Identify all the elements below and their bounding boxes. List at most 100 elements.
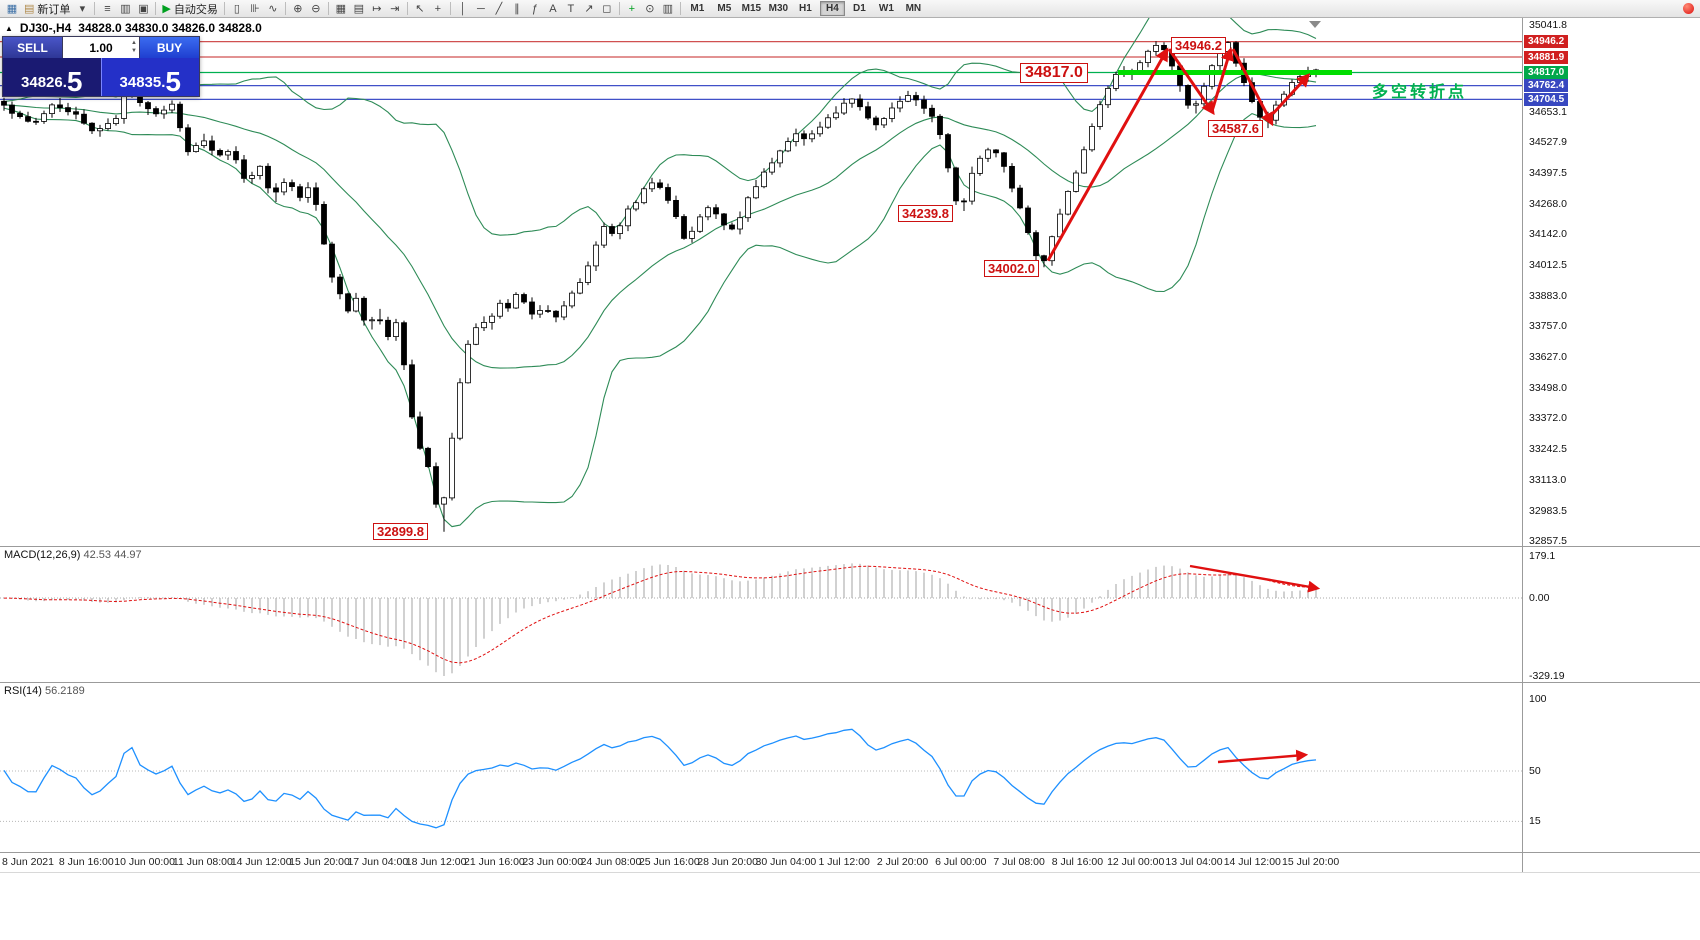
volume-input[interactable]: 1.00 ▲ ▼ xyxy=(62,37,140,58)
auto-scroll-icon[interactable]: ↦ xyxy=(368,1,386,17)
time-axis-label: 14 Jul 12:00 xyxy=(1223,856,1281,868)
cursor-icon[interactable]: ↖ xyxy=(411,1,429,17)
time-axis-label: 21 Jun 16:00 xyxy=(464,856,525,868)
chart-shift-icon[interactable]: ⇥ xyxy=(386,1,404,17)
market-watch-icon[interactable]: ≡ xyxy=(98,1,116,17)
panel-separator[interactable] xyxy=(0,852,1700,853)
text-tool-icon[interactable]: A xyxy=(544,1,562,17)
macd-panel-canvas[interactable] xyxy=(0,546,1522,682)
buy-button[interactable]: BUY xyxy=(140,37,199,58)
price-tag: 34881.9 xyxy=(1524,50,1569,64)
label-tool-icon[interactable]: T xyxy=(562,1,580,17)
toolbar-separator xyxy=(618,2,620,15)
one-click-trading-panel: SELL 1.00 ▲ ▼ BUY 34826. 5 34835. 5 xyxy=(2,36,200,97)
timeframe-M15[interactable]: M15 xyxy=(741,3,762,14)
price-axis-label: 34012.5 xyxy=(1529,258,1567,271)
bollinger-bands xyxy=(3,18,1317,528)
notification-icon[interactable] xyxy=(1683,3,1694,14)
trend-arrows[interactable] xyxy=(1046,46,1311,262)
tile-windows-icon[interactable]: ▦ xyxy=(332,1,350,17)
toolbar: ▦ ▤ 新订单 ▾ ≡ ▥ ▣ ▶ 自动交易 ▯ ⊪ ∿ ⊕ ⊖ ▦ ▤ ↦ ⇥ ↖ + │ ─ ╱ ∥ ƒ A T ↗ ◻ + ⊙ ▥ M1 M… xyxy=(0,0,1700,18)
data-window-icon[interactable]: ▥ xyxy=(116,1,134,17)
panel-separator[interactable] xyxy=(0,682,1700,683)
new-chart-icon[interactable]: ▤ xyxy=(350,1,368,17)
macd-indicator-label: MACD(12,26,9) 42.53 44.97 xyxy=(4,549,142,561)
main-chart-canvas[interactable] xyxy=(0,18,1522,546)
chart-icon[interactable]: ▦ xyxy=(3,1,21,17)
time-axis-label: 25 Jun 16:00 xyxy=(638,856,700,868)
price-axis[interactable]: 35041.8 34653.1 34527.9 34397.5 34268.0 34142… xyxy=(1523,18,1700,547)
timeframe-W1[interactable]: W1 xyxy=(878,3,894,14)
crosshair-icon[interactable]: + xyxy=(429,1,447,17)
rsi-panel-canvas[interactable] xyxy=(0,682,1522,852)
trendline-icon[interactable]: ╱ xyxy=(490,1,508,17)
stepper-down-icon[interactable]: ▼ xyxy=(131,48,137,54)
autotrade-button[interactable]: ▶ 自动交易 xyxy=(159,1,220,17)
terminal-icon[interactable]: ▣ xyxy=(134,1,152,17)
template-icon[interactable]: ▥ xyxy=(659,1,677,17)
toolbar-separator xyxy=(406,2,408,15)
chart-expand-icon[interactable]: ▲ xyxy=(5,23,13,33)
price-axis-label: 33883.0 xyxy=(1529,289,1567,302)
rsi-axis[interactable]: 100 50 15 xyxy=(1523,682,1700,852)
zoom-in-icon: ⊕ xyxy=(293,2,303,15)
price-level-lines[interactable] xyxy=(0,41,1522,101)
timeframe-M1[interactable]: M1 xyxy=(690,3,705,14)
time-axis-label: 28 Jun 20:00 xyxy=(697,856,758,868)
volume-stepper[interactable]: ▲ ▼ xyxy=(131,39,137,55)
label-tool-icon: T xyxy=(567,2,575,15)
buy-price[interactable]: 34835. 5 xyxy=(100,58,199,96)
indicators-icon[interactable]: + xyxy=(623,1,641,17)
indicators-icon: + xyxy=(628,2,636,15)
timeframe-MN[interactable]: MN xyxy=(905,3,922,14)
macd-name: MACD(12,26,9) xyxy=(4,549,81,561)
time-axis[interactable]: 8 Jun 2021 8 Jun 16:00 10 Jun 00:00 11 Jun … xyxy=(0,852,1522,872)
chart-dropdown-icon[interactable]: ▾ xyxy=(73,1,91,17)
horizontal-line-icon: ─ xyxy=(476,2,485,15)
macd-axis[interactable]: 179.1 0.00 -329.19 xyxy=(1523,546,1700,682)
timeframe-M30[interactable]: M30 xyxy=(768,3,789,14)
rsi-axis-label: 100 xyxy=(1529,693,1547,705)
line-chart-icon[interactable]: ∿ xyxy=(264,1,282,17)
panel-separator[interactable] xyxy=(0,546,1700,547)
vertical-line-icon[interactable]: │ xyxy=(454,1,472,17)
time-axis-label: 15 Jul 20:00 xyxy=(1281,856,1340,868)
rsi-name: RSI(14) xyxy=(4,685,42,697)
fibonacci-icon[interactable]: ƒ xyxy=(526,1,544,17)
timeframe-H4[interactable]: H4 xyxy=(819,1,845,16)
timeframe-H1[interactable]: H1 xyxy=(798,3,812,14)
stepper-up-icon[interactable]: ▲ xyxy=(131,40,137,46)
time-axis-label: 30 Jun 04:00 xyxy=(755,856,817,868)
new-order-button[interactable]: ▤ 新订单 xyxy=(21,1,73,17)
price-axis-label: 35041.8 xyxy=(1529,19,1567,31)
timeframe-D1[interactable]: D1 xyxy=(852,3,866,14)
rsi-indicator-label: RSI(14) 56.2189 xyxy=(4,685,85,697)
rsi-trend-arrow[interactable] xyxy=(1217,749,1309,764)
sell-button[interactable]: SELL xyxy=(3,37,62,58)
trendline-icon: ╱ xyxy=(495,2,503,15)
rsi-line xyxy=(3,728,1317,829)
price-tag: 34762.4 xyxy=(1524,79,1569,93)
buy-price-main: 34835. xyxy=(119,74,166,91)
bar-chart-icon[interactable]: ▯ xyxy=(228,1,246,17)
price-axis-label: 33757.0 xyxy=(1529,319,1567,332)
zoom-in-icon[interactable]: ⊕ xyxy=(289,1,307,17)
macd-trend-arrow[interactable] xyxy=(1189,564,1321,593)
chart-shift-icon: ⇥ xyxy=(390,2,400,15)
sell-price[interactable]: 34826. 5 xyxy=(3,58,101,96)
period-icon[interactable]: ⊙ xyxy=(641,1,659,17)
autotrade-button: ▶ xyxy=(162,2,171,15)
template-icon: ▥ xyxy=(662,2,674,15)
channel-icon[interactable]: ∥ xyxy=(508,1,526,17)
turning-point-highlight-line[interactable] xyxy=(1118,70,1352,75)
zoom-out-icon[interactable]: ⊖ xyxy=(307,1,325,17)
chart-shift-marker[interactable] xyxy=(1309,21,1321,28)
shapes-icon[interactable]: ◻ xyxy=(598,1,616,17)
fibonacci-icon: ƒ xyxy=(531,2,538,15)
toolbar-separator xyxy=(284,2,286,15)
candle-chart-icon[interactable]: ⊪ xyxy=(246,1,264,17)
rsi-axis-label: 50 xyxy=(1529,765,1541,777)
arrow-tool-icon[interactable]: ↗ xyxy=(580,1,598,17)
timeframe-M5[interactable]: M5 xyxy=(717,3,732,14)
horizontal-line-icon[interactable]: ─ xyxy=(472,1,490,17)
